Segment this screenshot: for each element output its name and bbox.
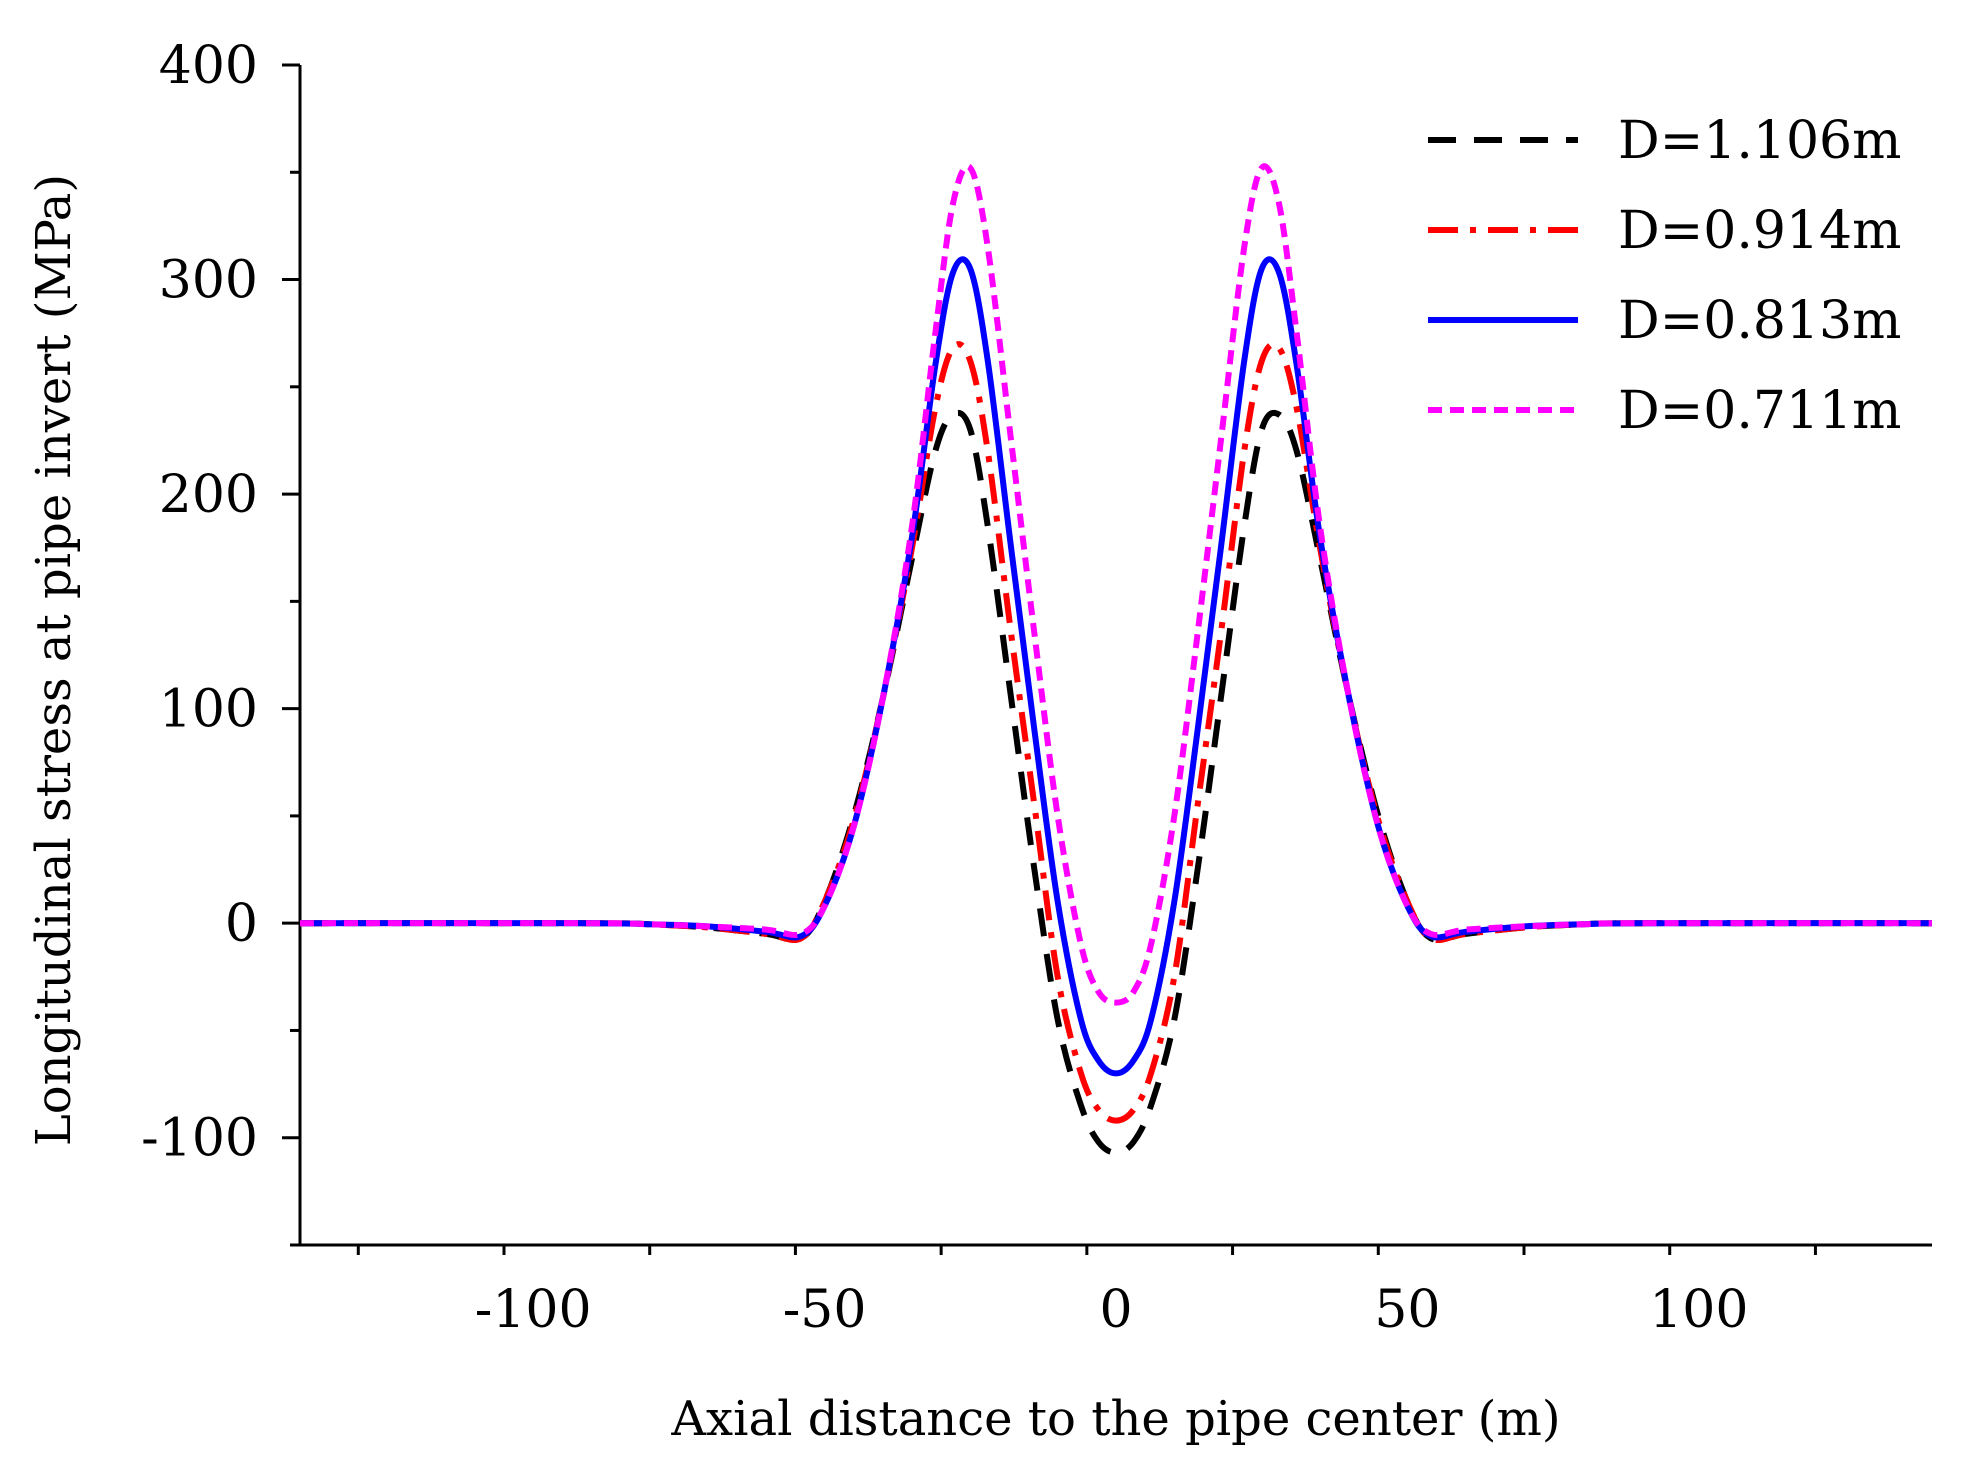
series-line-D=0.711m	[299, 163, 1933, 1006]
x-axis-title: Axial distance to the pipe center (m)	[670, 1391, 1560, 1447]
y-tick-label: -100	[141, 1109, 258, 1169]
x-tick-label: -100	[475, 1280, 592, 1340]
x-tick-label: 50	[1374, 1280, 1440, 1340]
legend-label: D=0.813m	[1618, 291, 1901, 351]
y-tick-label: 300	[159, 251, 258, 311]
axis-ticks: -100 -50 0 50 100 -100 0 100 200 300 400	[141, 36, 1817, 1340]
legend-label: D=1.106m	[1618, 111, 1901, 171]
y-axis-title: Longitudinal stress at pipe invert (MPa)	[26, 174, 82, 1146]
y-tick-label: 0	[225, 894, 258, 954]
y-tick-label: 100	[159, 680, 258, 740]
series-line-D=1.106m	[299, 409, 1933, 1156]
series-lines	[299, 163, 1933, 1156]
x-tick-label: 0	[1099, 1280, 1132, 1340]
x-tick-label: -50	[783, 1280, 867, 1340]
y-tick-label: 400	[159, 36, 258, 96]
legend-label: D=0.914m	[1618, 201, 1901, 261]
y-tick-label: 200	[159, 465, 258, 525]
legend: D=1.106m D=0.914m D=0.813m D=0.711m	[1428, 111, 1901, 441]
legend-label: D=0.711m	[1618, 381, 1901, 441]
plot-axes	[298, 65, 1932, 1247]
x-tick-label: 100	[1649, 1280, 1748, 1340]
